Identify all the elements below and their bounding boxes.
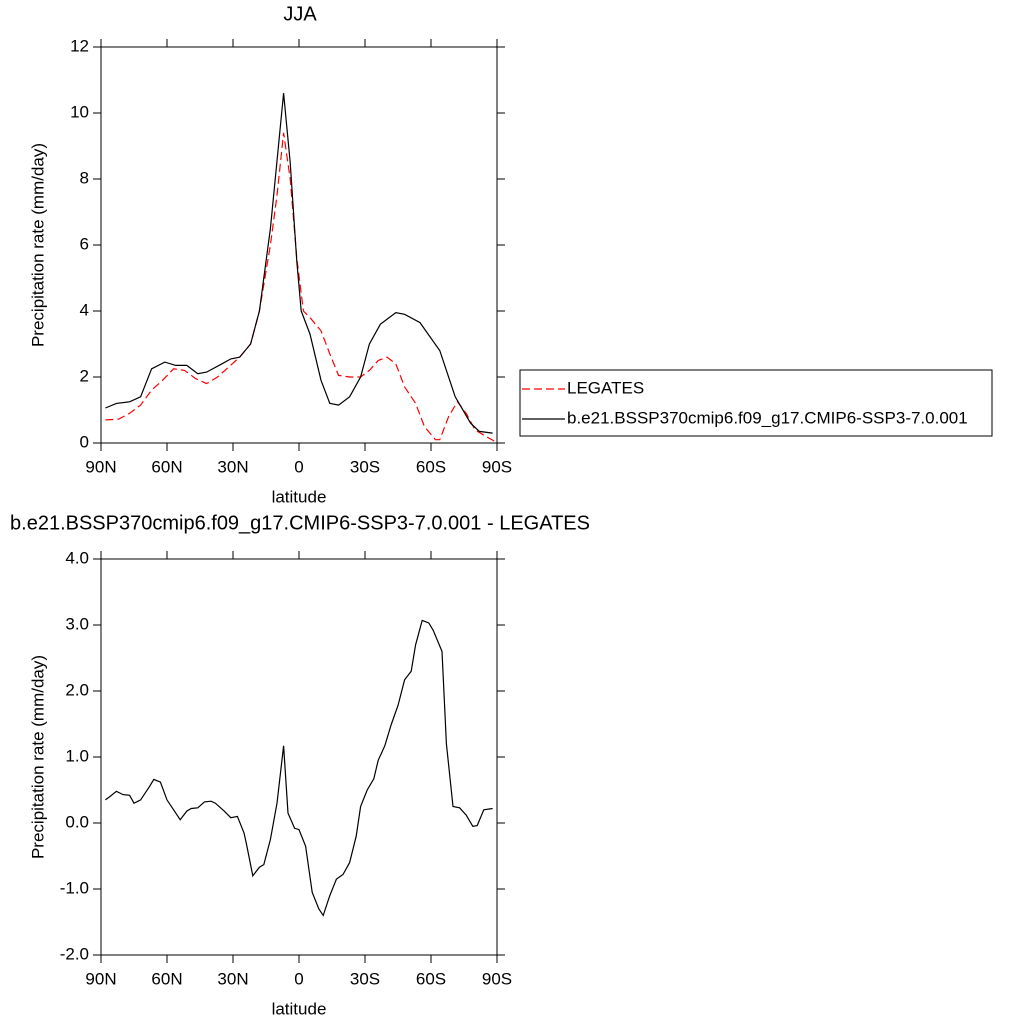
y-tick-label: 0 xyxy=(80,432,89,451)
y-tick-label: 12 xyxy=(70,36,89,55)
y-axis-label: Precipitation rate (mm/day) xyxy=(28,143,47,347)
plot-frame xyxy=(100,558,498,956)
x-tick-label: 90N xyxy=(85,457,116,476)
x-tick-label: 60S xyxy=(416,457,446,476)
y-tick-label: 1.0 xyxy=(65,746,89,765)
x-tick-label: 60S xyxy=(416,969,446,988)
x-tick-label: 30N xyxy=(217,457,248,476)
x-tick-label: 60N xyxy=(151,457,182,476)
legend-label: b.e21.BSSP370cmip6.f09_g17.CMIP6-SSP3-7.… xyxy=(567,408,968,427)
y-tick-label: -1.0 xyxy=(60,878,89,897)
chart-title: b.e21.BSSP370cmip6.f09_g17.CMIP6-SSP3-7.… xyxy=(10,512,590,534)
x-tick-label: 60N xyxy=(151,969,182,988)
y-tick-label: 4.0 xyxy=(65,548,89,567)
legend-label: LEGATES xyxy=(567,378,644,397)
y-tick-label: -2.0 xyxy=(60,944,89,963)
plot-frame xyxy=(100,46,498,444)
legend-box xyxy=(519,369,993,437)
x-tick-label: 0 xyxy=(294,969,303,988)
y-tick-label: 2.0 xyxy=(65,680,89,699)
x-tick-label: 30S xyxy=(350,457,380,476)
x-axis-label: latitude xyxy=(272,999,327,1018)
y-tick-label: 10 xyxy=(70,102,89,121)
x-tick-label: 90S xyxy=(482,457,512,476)
y-tick-label: 3.0 xyxy=(65,614,89,633)
series-line xyxy=(105,93,493,434)
y-axis-label: Precipitation rate (mm/day) xyxy=(28,655,47,859)
y-tick-label: 0.0 xyxy=(65,812,89,831)
y-tick-label: 2 xyxy=(80,366,89,385)
y-tick-label: 6 xyxy=(80,234,89,253)
x-tick-label: 90N xyxy=(85,969,116,988)
y-tick-label: 8 xyxy=(80,168,89,187)
x-tick-label: 30N xyxy=(217,969,248,988)
x-tick-label: 30S xyxy=(350,969,380,988)
chart-title: JJA xyxy=(283,3,317,25)
series-line xyxy=(105,132,496,442)
x-tick-label: 0 xyxy=(294,457,303,476)
x-tick-label: 90S xyxy=(482,969,512,988)
y-tick-label: 4 xyxy=(80,300,89,319)
series-line xyxy=(105,619,493,917)
x-axis-label: latitude xyxy=(272,487,327,506)
